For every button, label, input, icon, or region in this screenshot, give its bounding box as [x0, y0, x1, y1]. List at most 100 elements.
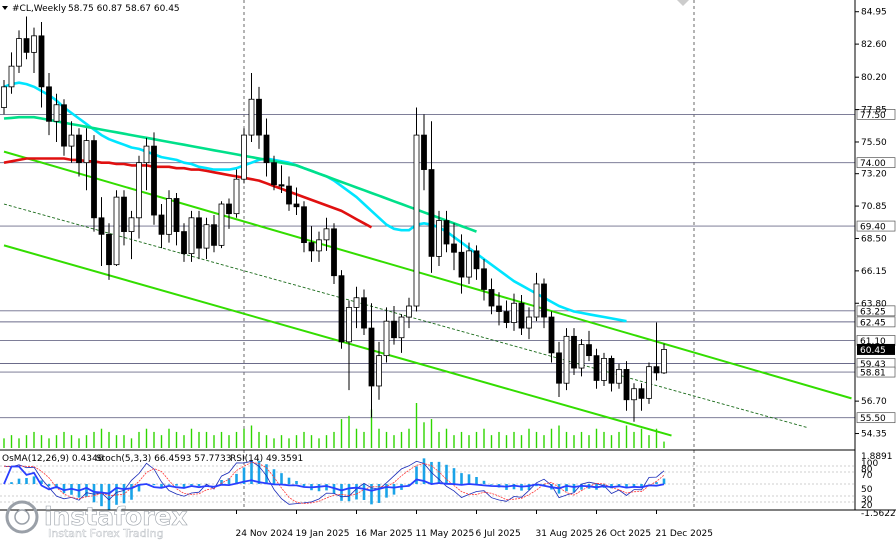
candle-body[interactable] [608, 357, 615, 384]
candle-body[interactable] [466, 250, 472, 278]
candle-body[interactable] [218, 203, 225, 246]
candle-body[interactable] [353, 297, 360, 308]
candle-body[interactable] [16, 38, 22, 67]
candle-body[interactable] [391, 320, 397, 339]
candle-body[interactable] [451, 243, 457, 253]
candle-body[interactable] [8, 65, 15, 88]
candle-body[interactable] [563, 335, 570, 384]
candle-body[interactable] [241, 134, 247, 180]
candle-body[interactable] [46, 86, 52, 122]
candle-body[interactable] [308, 242, 315, 252]
candle-body[interactable] [248, 98, 255, 136]
candle-body[interactable] [173, 198, 180, 232]
candle-body[interactable] [593, 355, 600, 381]
candle-body[interactable] [68, 134, 75, 147]
candle-body[interactable] [61, 104, 67, 147]
candle-body[interactable] [503, 311, 510, 323]
candle-body[interactable] [428, 169, 435, 257]
date-tick-label: 16 Mar 2025 [356, 529, 413, 539]
candle-body[interactable] [623, 369, 630, 401]
candle-body[interactable] [383, 320, 390, 357]
candle-body[interactable] [646, 366, 652, 399]
candle-body[interactable] [376, 355, 382, 387]
candle-body[interactable] [233, 178, 240, 215]
candle-body[interactable] [211, 224, 217, 246]
candle-body[interactable] [226, 203, 232, 215]
candle-body[interactable] [31, 35, 37, 53]
candle-body[interactable] [38, 35, 45, 88]
candle-body[interactable] [653, 366, 660, 374]
candle-body[interactable] [488, 289, 495, 307]
candle-body[interactable] [443, 220, 450, 245]
candle-body[interactable] [271, 162, 277, 186]
candle-body[interactable] [511, 302, 517, 323]
candle-body[interactable] [106, 233, 112, 266]
candle-body[interactable] [586, 344, 592, 357]
candle-body[interactable] [166, 198, 172, 235]
candle-body[interactable] [286, 185, 292, 205]
date-tick-label: 21 Dec 2025 [656, 529, 714, 539]
candle-body[interactable] [76, 134, 82, 164]
candle-body[interactable] [278, 184, 285, 187]
candle-body[interactable] [143, 145, 150, 164]
candle-body[interactable] [188, 217, 195, 255]
candle-body[interactable] [98, 217, 105, 235]
candle-body[interactable] [496, 305, 502, 312]
candle-body[interactable] [263, 134, 270, 164]
candle-body[interactable] [661, 349, 667, 374]
candle-body[interactable] [346, 306, 352, 343]
candle-body[interactable] [301, 206, 307, 244]
candle-body[interactable] [91, 140, 97, 219]
dropdown-triangle-icon[interactable] [2, 6, 8, 10]
candle-body[interactable] [158, 214, 165, 235]
candle-body[interactable] [181, 231, 187, 255]
price-level-label: 55.50 [860, 414, 886, 424]
candle-body[interactable] [128, 217, 135, 232]
candle-body[interactable] [616, 369, 622, 384]
candle-body[interactable] [203, 224, 210, 249]
candle-body[interactable] [136, 162, 142, 219]
candle-body[interactable] [571, 335, 577, 369]
current-price-label: 60.45 [860, 346, 886, 356]
price-tick-label: 56.70 [861, 397, 887, 407]
candle-body[interactable] [406, 305, 412, 318]
candle-body[interactable] [151, 145, 157, 216]
candle-body[interactable] [361, 297, 367, 329]
candle-body[interactable] [368, 327, 375, 387]
candle-body[interactable] [518, 302, 525, 329]
candle-body[interactable] [436, 220, 442, 257]
candle-body[interactable] [196, 217, 202, 249]
candle-body[interactable] [541, 283, 547, 318]
candle-body[interactable] [323, 228, 330, 241]
candle-body[interactable] [533, 283, 540, 318]
candle-body[interactable] [481, 268, 487, 290]
price-level-box-8 [856, 412, 896, 424]
candle-body[interactable] [1, 86, 7, 108]
candle-body[interactable] [473, 250, 480, 270]
candle-body[interactable] [548, 316, 555, 354]
candle-body[interactable] [638, 388, 645, 399]
candle-body[interactable] [23, 38, 30, 53]
price-tick-label: 73.20 [861, 170, 887, 180]
candle-body[interactable] [256, 98, 262, 136]
candle-body[interactable] [53, 104, 60, 122]
candle-body[interactable] [331, 228, 337, 277]
candle-body[interactable] [458, 251, 465, 278]
candle-body[interactable] [83, 140, 90, 164]
ohlc-label: 58.75 60.87 58.67 60.45 [68, 4, 180, 14]
candle-body[interactable] [631, 388, 637, 401]
candle-body[interactable] [398, 316, 405, 339]
candle-body[interactable] [526, 316, 532, 329]
candle-body[interactable] [578, 344, 585, 369]
candle-body[interactable] [293, 203, 300, 208]
candle-body[interactable] [113, 196, 120, 266]
candle-body[interactable] [421, 134, 427, 170]
candle-body[interactable] [413, 134, 420, 307]
candle-body[interactable] [316, 239, 322, 252]
candle-body[interactable] [121, 196, 127, 232]
candle-body[interactable] [601, 357, 607, 381]
candle-body[interactable] [338, 275, 345, 343]
candle-body[interactable] [556, 352, 562, 384]
